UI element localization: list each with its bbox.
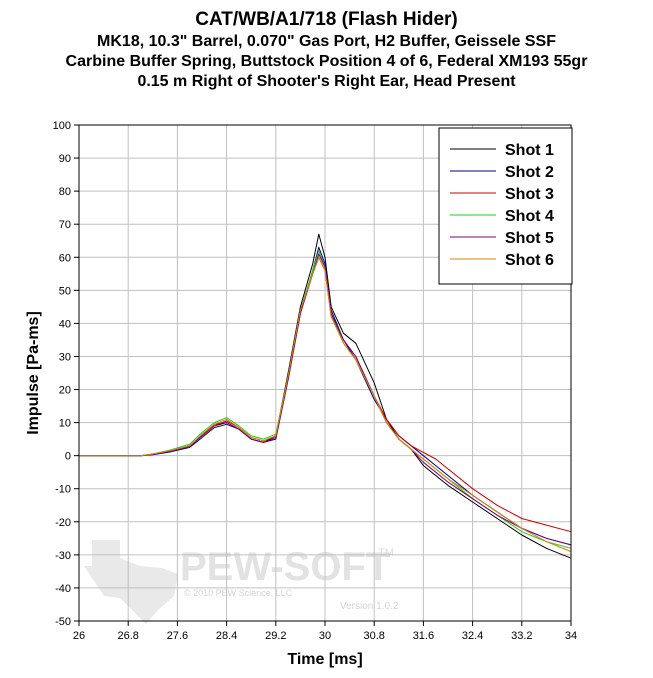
legend-label-shot-3: Shot 3 [505,186,554,203]
x-tick-label: 30.8 [363,630,384,642]
watermark-copyright: © 2010 PEW Science, LLC [184,588,293,598]
x-tick-label: 26 [73,630,85,642]
series-line-shot-6 [79,256,572,553]
y-axis-label: Impulse [Pa-ms] [25,311,42,435]
texas-logo-icon [84,540,178,624]
x-tick-label: 27.6 [167,630,188,642]
watermark-version: Version 1.0.2 [340,601,399,612]
watermark-brand: PEW-SOFT [180,545,390,589]
watermark: PEW-SOFT TM © 2010 PEW Science, LLC Vers… [84,540,399,624]
y-tick-label: 60 [59,252,71,264]
legend-label-shot-1: Shot 1 [505,142,554,159]
chart-titles: CAT/WB/A1/718 (Flash Hider) MK18, 10.3" … [0,8,653,92]
y-tick-label: 20 [59,385,71,397]
y-tick-label: 70 [59,219,71,231]
y-tick-label: -50 [55,616,71,628]
x-axis-label: Time [ms] [287,651,362,668]
series-layer [79,233,572,559]
x-tick-label: 30 [319,630,331,642]
y-tick-label: -20 [55,517,71,529]
y-tick-label: -30 [55,550,71,562]
y-tick-label: -10 [55,484,71,496]
y-tick-label: 80 [59,186,71,198]
legend-label-shot-4: Shot 4 [505,208,554,225]
y-tick-label: 30 [59,351,71,363]
chart-subtitle-line-3: 0.15 m Right of Shooter's Right Ear, Hea… [137,73,516,90]
y-tick-label: -40 [55,583,71,595]
series-line-shot-2 [79,246,572,546]
watermark-trademark: TM [378,547,394,559]
y-tick-label: 100 [53,120,71,132]
chart-subtitle-line-2: Carbine Buffer Spring, Buttstock Positio… [65,53,588,70]
y-tick-label: 0 [65,451,71,463]
chart-title: CAT/WB/A1/718 (Flash Hider) [195,9,458,30]
y-tick-label: 10 [59,418,71,430]
legend-box [438,127,573,285]
x-tick-label: 34 [565,630,577,642]
y-tick-label: 50 [59,285,71,297]
legend-label-shot-2: Shot 2 [505,164,554,181]
chart-subtitle-line-1: MK18, 10.3" Barrel, 0.070" Gas Port, H2 … [97,33,556,50]
legend: Shot 1 Shot 2 Shot 3 Shot 4 Shot 5 Shot 6 [438,127,573,285]
x-tick-label: 32.4 [462,630,483,642]
x-tick-label: 28.4 [216,630,237,642]
x-tick-label: 33.2 [511,630,532,642]
series-line-shot-5 [79,253,572,546]
x-axis-ticks: 26 26.8 27.6 28.4 29.2 30 30.8 31.6 32.4 33.2 34 [73,621,577,642]
y-tick-label: 90 [59,153,71,165]
x-tick-label: 26.8 [117,630,138,642]
y-axis-ticks: -50 -40 -30 -20 -10 0 10 20 30 40 50 60 70 80 90 100 [53,120,79,628]
x-tick-label: 29.2 [265,630,286,642]
legend-label-shot-6: Shot 6 [505,252,554,269]
legend-label-shot-5: Shot 5 [505,230,554,247]
y-tick-label: 40 [59,318,71,330]
x-tick-label: 31.6 [413,630,434,642]
